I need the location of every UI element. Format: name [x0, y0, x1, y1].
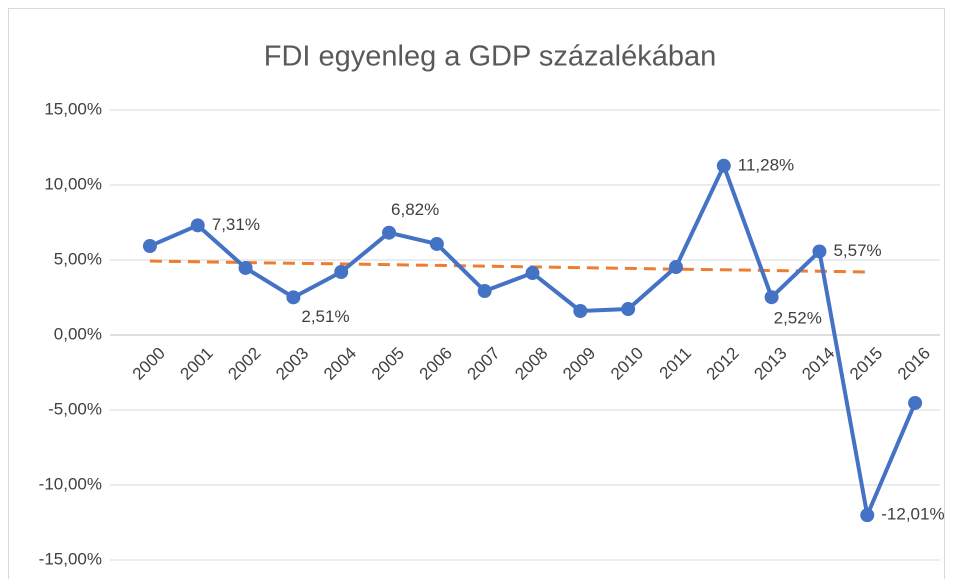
trend-line [149, 259, 868, 274]
data-label: 2,51% [301, 307, 349, 326]
data-point [382, 225, 397, 240]
data-point [908, 395, 923, 410]
data-label: -12,01% [881, 505, 944, 524]
chart-title: FDI egyenleg a GDP százalékában [264, 41, 716, 73]
y-tick-label: 10,00% [44, 174, 102, 193]
y-tick-label: 15,00% [44, 99, 102, 118]
data-point [190, 218, 205, 233]
data-point [286, 290, 301, 305]
chart-frame [8, 8, 945, 579]
data-point [716, 158, 731, 173]
data-point [238, 260, 253, 275]
y-tick-label: 0,00% [54, 324, 102, 343]
y-tick-label: -10,00% [39, 474, 102, 493]
y-tick-label: 5,00% [54, 249, 102, 268]
data-point [860, 508, 875, 523]
data-label: 7,31% [212, 215, 260, 234]
data-point [812, 244, 827, 259]
data-point [668, 260, 683, 275]
data-point [764, 290, 779, 305]
data-label: 6,82% [391, 200, 439, 219]
data-label: 11,28% [738, 155, 794, 174]
data-label: 2,52% [774, 309, 822, 328]
data-point [573, 304, 588, 318]
data-point [621, 302, 636, 317]
data-point [142, 239, 157, 254]
data-point [525, 266, 540, 281]
data-point [477, 284, 492, 299]
y-tick-label: -15,00% [39, 549, 102, 568]
data-point [334, 265, 349, 279]
data-label: 5,57% [833, 241, 881, 260]
y-tick-label: -5,00% [48, 399, 102, 418]
data-point [429, 236, 444, 251]
